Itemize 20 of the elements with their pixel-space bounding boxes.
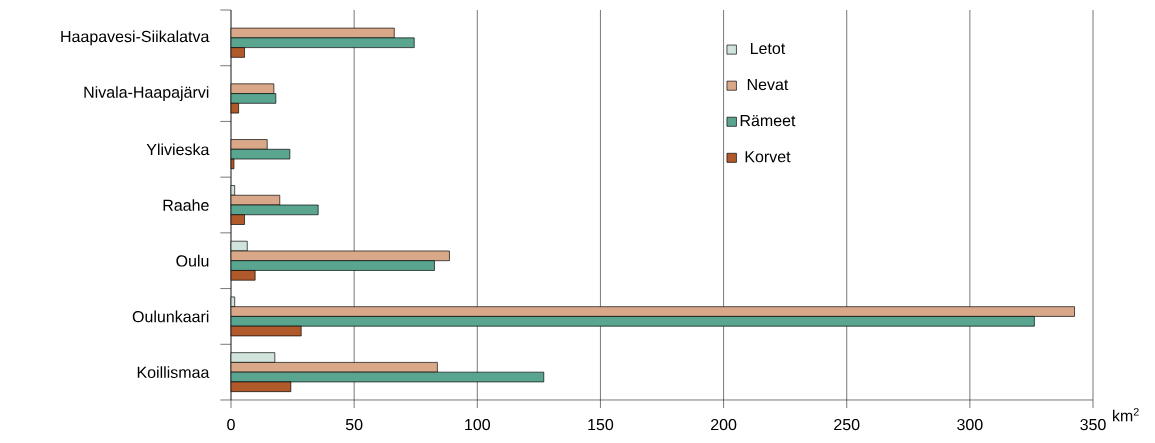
legend-label: Korvet [745,151,791,163]
y-tick-label: Haapavesi-Siikalatva [61,30,210,46]
y-tick-label: Raahe [163,199,209,211]
y-tick-label: Koillismaa [137,366,210,379]
x-axis-title: km$^{2}$ [1113,408,1139,422]
legend-label: Nevat [747,78,789,91]
x-tick-label: 300 [957,418,983,431]
x-tick-label: 200 [711,418,737,431]
legend-label: Rämeet [740,115,796,127]
y-tick-label: Nivala-Haapajärvi [84,86,209,102]
x-tick-label: 50 [345,418,363,431]
y-tick-label: Ylivieska [146,143,210,156]
x-tick-label: 150 [588,418,614,431]
x-tick-label: 0 [227,418,235,431]
x-tick-label: 350 [1080,418,1106,431]
x-tick-label: 250 [834,418,860,431]
x-tick-label: 100 [465,418,491,431]
y-tick-label: Oulunkaari [132,310,209,323]
y-tick-label: Oulu [176,254,209,267]
legend-label: Letot [750,42,786,55]
